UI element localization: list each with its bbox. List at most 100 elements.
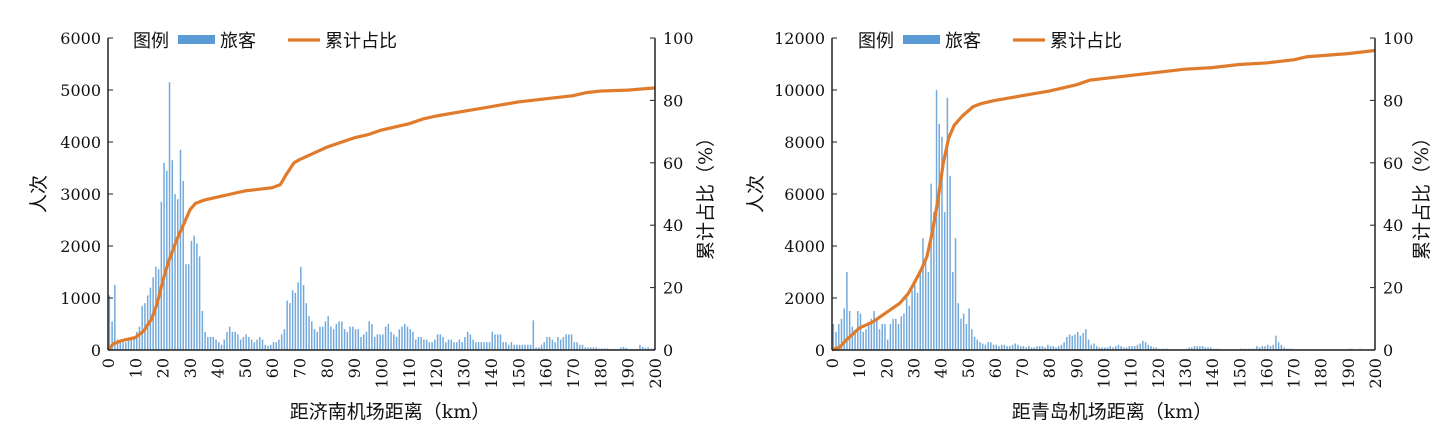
passenger-bar <box>976 339 978 350</box>
passenger-bar <box>949 175 951 350</box>
passenger-bar <box>905 298 908 350</box>
x-tick-label: 140 <box>482 358 501 389</box>
passenger-bar <box>513 344 515 350</box>
x-tick-label: 110 <box>400 358 419 389</box>
y-tick-label: 10000 <box>774 81 825 100</box>
passenger-bar <box>491 331 494 350</box>
passenger-bar <box>935 90 938 350</box>
cumulative-share-line <box>831 48 1376 352</box>
y2-tick-label: 60 <box>1383 154 1403 173</box>
passenger-bar <box>264 344 267 350</box>
passenger-bar <box>311 321 313 350</box>
passenger-bar <box>231 331 234 350</box>
passenger-bar <box>1082 333 1084 350</box>
passenger-bar <box>1036 346 1038 350</box>
x-tick-label: 70 <box>1013 358 1032 378</box>
passenger-bar <box>620 347 622 350</box>
passenger-bar <box>1006 346 1008 350</box>
passenger-bar <box>185 264 187 350</box>
passenger-bar <box>212 337 215 350</box>
passenger-bar <box>579 344 581 350</box>
x-tick-label: 190 <box>1339 358 1358 389</box>
passenger-bar <box>341 321 343 350</box>
y2-axis-title: 累计占比（%） <box>695 128 717 260</box>
passenger-bar <box>1188 347 1190 350</box>
x-tick-label: 90 <box>1067 358 1086 378</box>
passenger-bar <box>1079 335 1082 350</box>
passenger-bar <box>1152 347 1155 350</box>
passenger-bar <box>1022 346 1025 350</box>
passenger-bar <box>1131 346 1133 350</box>
passenger-bar <box>570 334 573 350</box>
passenger-bar <box>562 337 565 350</box>
passenger-bar <box>990 342 992 350</box>
y-tick-label: 8000 <box>784 133 825 152</box>
passenger-bar <box>108 295 111 350</box>
passenger-bar <box>475 342 477 350</box>
passenger-bar <box>843 308 845 350</box>
x-tick-label: 100 <box>1095 358 1114 389</box>
passenger-bar <box>332 329 335 350</box>
passenger-bar <box>1093 343 1095 350</box>
passenger-bar <box>382 334 384 350</box>
passenger-bar <box>652 348 655 350</box>
passenger-bar <box>1019 346 1022 350</box>
x-tick-label: 120 <box>1149 358 1168 389</box>
passenger-bar <box>962 313 965 350</box>
passenger-bar <box>226 331 228 350</box>
passenger-bar <box>439 334 442 350</box>
passenger-bar <box>1090 344 1093 350</box>
y-tick-label: 2000 <box>60 237 101 256</box>
passenger-bar <box>987 342 989 350</box>
passenger-bar <box>425 339 428 350</box>
passenger-bar <box>1264 346 1266 350</box>
passenger-bar <box>469 334 472 350</box>
passenger-bar <box>529 344 532 350</box>
y-axis-title: 人次 <box>745 175 767 213</box>
passenger-bar <box>239 339 242 350</box>
passenger-bar <box>1038 346 1041 350</box>
passenger-bar <box>127 339 130 350</box>
passenger-bar <box>1003 344 1006 350</box>
legend-bar-swatch <box>903 35 940 44</box>
x-tick-label: 180 <box>1312 358 1331 389</box>
passenger-bar <box>1155 347 1158 350</box>
passenger-bar <box>518 344 521 350</box>
passenger-bar <box>157 269 160 350</box>
passenger-bar <box>376 334 379 350</box>
x-tick-label: 100 <box>373 358 392 389</box>
passenger-bar <box>174 194 176 350</box>
x-tick-label: 180 <box>591 358 610 389</box>
passenger-bar <box>535 347 537 350</box>
passenger-bar <box>305 303 308 350</box>
passenger-bar <box>365 331 368 350</box>
passenger-bar <box>1095 346 1098 350</box>
passenger-bar <box>1066 337 1068 350</box>
passenger-bar <box>600 348 603 350</box>
passenger-bar <box>886 339 889 350</box>
passenger-bar <box>499 334 502 350</box>
passenger-bar <box>455 342 458 350</box>
x-tick-label: 10 <box>850 358 869 378</box>
passenger-bar <box>1199 346 1201 350</box>
y-tick-label: 4000 <box>60 133 101 152</box>
passenger-bar <box>1101 347 1103 350</box>
passenger-bar <box>373 337 376 350</box>
passenger-bar <box>557 337 559 350</box>
passenger-bar <box>297 282 299 350</box>
passenger-bar <box>403 324 406 350</box>
y-tick-label: 3000 <box>60 185 101 204</box>
passenger-bar <box>393 334 395 350</box>
passenger-bar <box>946 97 949 350</box>
legend-title: 图例 <box>133 31 169 52</box>
passenger-bar <box>1063 342 1065 350</box>
passenger-bar <box>1009 346 1011 350</box>
passenger-bar <box>965 324 968 350</box>
passenger-bar <box>447 339 450 350</box>
legend-entry-cumulative: 累计占比 <box>1050 31 1122 52</box>
cumulative-share-line <box>106 86 656 352</box>
passenger-bar <box>111 321 113 350</box>
y2-tick-label: 40 <box>1383 216 1403 235</box>
passenger-bar <box>387 324 390 350</box>
x-tick-label: 150 <box>509 358 528 389</box>
